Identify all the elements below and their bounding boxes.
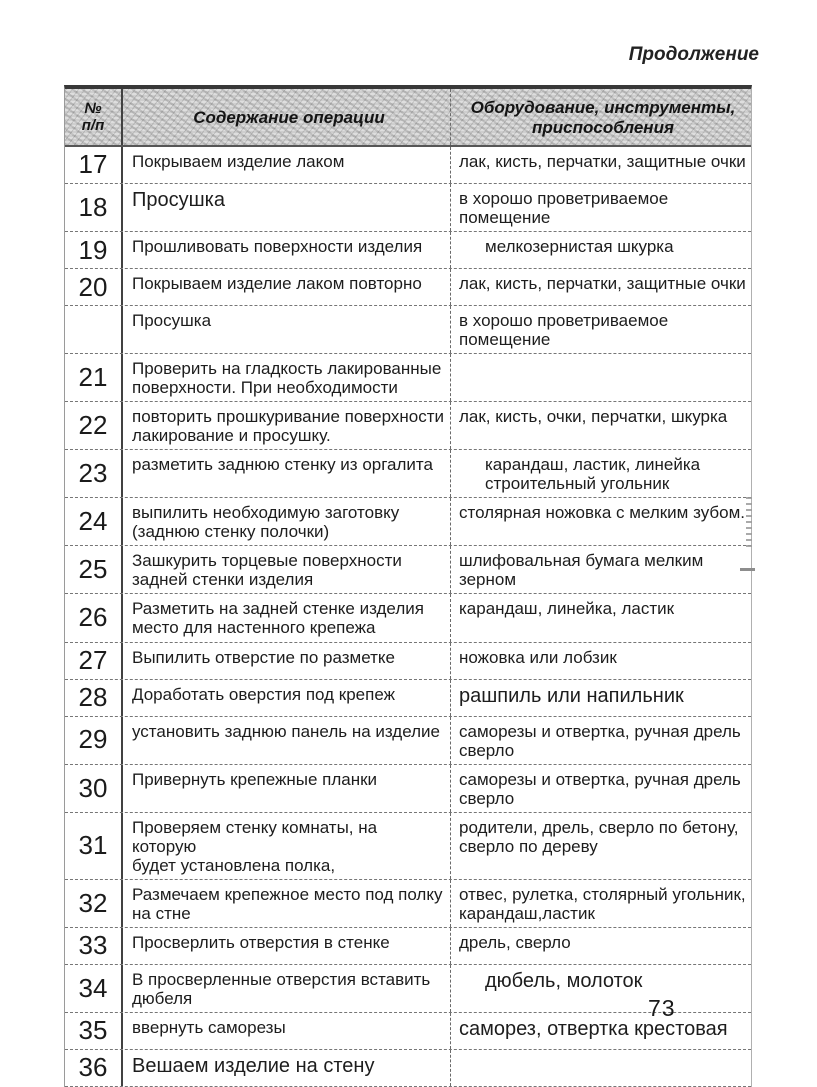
scan-mark-artifact <box>746 497 752 547</box>
table-row: 30 Привернуть крепежные планки саморезы … <box>65 764 751 813</box>
table-row: 25 Зашкурить торцевые поверхности задней… <box>65 546 751 595</box>
row-equipment: карандаш, линейка, ластик <box>459 599 675 619</box>
row-equipment: в хорошо проветриваемое помещение <box>459 311 669 350</box>
row-number: 20 <box>65 269 123 306</box>
table-row: 36 Вешаем изделие на стену <box>65 1049 751 1087</box>
row-equipment: саморезы и отвертка, ручная дрель сверло <box>459 721 741 760</box>
row-equipment <box>451 354 751 401</box>
row-equipment: шлифовальная бумага мелким зерном <box>459 551 704 590</box>
row-equipment: дрель, сверло <box>459 932 571 952</box>
row-number: 32 <box>65 879 123 927</box>
row-equipment: саморез, отвертка крестовая <box>459 1017 728 1040</box>
row-number: 33 <box>65 927 123 964</box>
row-equipment: мелкозернистая шкурка <box>485 237 674 257</box>
row-number: 25 <box>65 546 123 594</box>
row-number: 28 <box>65 679 123 716</box>
row-number: 19 <box>65 232 123 269</box>
row-equipment: лак, кисть, перчатки, защитные очки <box>459 274 746 294</box>
row-equipment: рашпиль или напильник <box>459 684 684 707</box>
table-row: 22 повторить прошкуривание поверхности л… <box>65 402 751 451</box>
row-equipment: карандаш, ластик, линейка строительный у… <box>485 455 701 494</box>
row-operation: Покрываем изделие лаком повторно <box>123 269 451 306</box>
table-row: 18 Просушка в хорошо проветриваемое поме… <box>65 184 751 233</box>
row-number <box>65 306 123 354</box>
scan-mark-artifact <box>740 568 755 571</box>
continuation-label: Продолжение <box>628 44 759 65</box>
table-row: 27 Выпилить отверстие по разметке ножовк… <box>65 642 751 680</box>
row-operation: Разметить на задней стенке изделия место… <box>123 594 451 642</box>
row-number: 36 <box>65 1049 123 1086</box>
table-row: 19 Прошливовать поверхности изделия мелк… <box>65 232 751 270</box>
row-number: 23 <box>65 450 123 498</box>
operations-table: № п/п Содержание операции Оборудование, … <box>64 85 752 1087</box>
row-operation: Привернуть крепежные планки <box>123 764 451 812</box>
row-operation: Проверяем стенку комнаты, на которую буд… <box>123 812 451 879</box>
row-number: 27 <box>65 642 123 679</box>
table-row: 31 Проверяем стенку комнаты, на которую … <box>65 812 751 880</box>
row-operation: Вешаем изделие на стену <box>123 1049 451 1086</box>
header-num: № п/п <box>65 89 123 145</box>
row-number: 17 <box>65 147 123 183</box>
table-row: 34 В просверленные отверстия вставить дю… <box>65 964 751 1013</box>
row-number: 35 <box>65 1012 123 1049</box>
row-number: 26 <box>65 594 123 642</box>
row-operation: Покрываем изделие лаком <box>123 147 451 183</box>
row-number: 31 <box>65 812 123 879</box>
row-operation: Просверлить отверстия в стенке <box>123 927 451 964</box>
table-row: Просушка в хорошо проветриваемое помещен… <box>65 306 751 355</box>
header-operation: Содержание операции <box>123 89 451 145</box>
row-operation: разметить заднюю стенку из оргалита <box>123 450 451 498</box>
row-equipment: столярная ножовка с мелким зубом. <box>459 503 745 523</box>
row-operation: Выпилить отверстие по разметке <box>123 642 451 679</box>
row-equipment: отвес, рулетка, столярный угольник, кара… <box>459 884 746 923</box>
table-row: 24 выпилить необходимую заготовку (задню… <box>65 498 751 547</box>
table-row: 28 Доработать оверстия под крепеж рашпил… <box>65 679 751 717</box>
row-operation: В просверленные отверстия вставить дюбел… <box>123 964 451 1012</box>
row-operation: Просушка <box>123 306 451 354</box>
page-number: 73 <box>648 995 676 1021</box>
row-equipment <box>451 1050 751 1086</box>
row-equipment: лак, кисть, перчатки, защитные очки <box>459 152 746 171</box>
row-number: 34 <box>65 964 123 1012</box>
table-row: 33 Просверлить отверстия в стенке дрель,… <box>65 927 751 965</box>
table-row: 17 Покрываем изделие лаком лак, кисть, п… <box>65 147 751 184</box>
row-number: 21 <box>65 354 123 402</box>
row-number: 22 <box>65 402 123 450</box>
row-operation: Зашкурить торцевые поверхности задней ст… <box>123 546 451 594</box>
row-operation: ввернуть саморезы <box>123 1012 451 1049</box>
row-operation: выпилить необходимую заготовку (заднюю с… <box>123 498 451 546</box>
table-row: 29 установить заднюю панель на изделие с… <box>65 716 751 765</box>
table-row: 32 Размечаем крепежное место под полку н… <box>65 879 751 928</box>
row-equipment: родители, дрель, сверло по бетону, сверл… <box>459 817 739 856</box>
table-row: 20 Покрываем изделие лаком повторно лак,… <box>65 269 751 307</box>
row-operation: Просушка <box>123 184 451 232</box>
row-equipment: ножовка или лобзик <box>459 647 617 667</box>
table-row: 21 Проверить на гладкость лакированные п… <box>65 354 751 403</box>
row-operation: установить заднюю панель на изделие <box>123 716 451 764</box>
row-operation: Доработать оверстия под крепеж <box>123 679 451 716</box>
table-row: 23 разметить заднюю стенку из оргалита к… <box>65 450 751 499</box>
table-row: 35 ввернуть саморезы саморез, отвертка к… <box>65 1012 751 1050</box>
row-number: 18 <box>65 184 123 232</box>
row-number: 29 <box>65 716 123 764</box>
row-equipment: в хорошо проветриваемое помещение <box>459 189 669 228</box>
table-body: 17 Покрываем изделие лаком лак, кисть, п… <box>65 147 751 1087</box>
row-operation: Проверить на гладкость лакированные пове… <box>123 354 451 402</box>
row-operation: Прошливовать поверхности изделия <box>123 232 451 269</box>
table-row: 26 Разметить на задней стенке изделия ме… <box>65 594 751 643</box>
table-header-row: № п/п Содержание операции Оборудование, … <box>65 89 751 147</box>
header-equipment: Оборудование, инструменты, приспособлени… <box>470 97 736 137</box>
row-operation: повторить прошкуривание поверхности лаки… <box>123 402 451 450</box>
row-number: 24 <box>65 498 123 546</box>
row-equipment: саморезы и отвертка, ручная дрель сверло <box>459 769 741 808</box>
row-equipment: лак, кисть, очки, перчатки, шкурка <box>459 407 728 427</box>
row-equipment: дюбель, молоток <box>485 969 643 992</box>
row-operation: Размечаем крепежное место под полку на с… <box>123 879 451 927</box>
row-number: 30 <box>65 764 123 812</box>
